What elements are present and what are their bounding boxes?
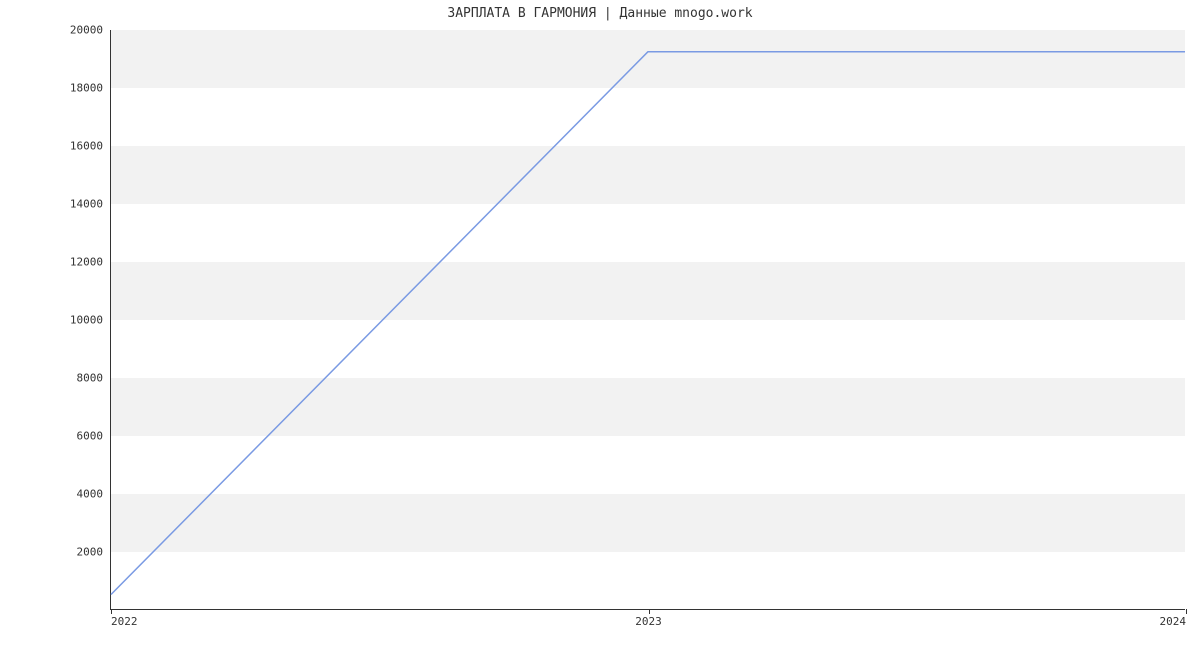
x-tick-mark [1186, 609, 1187, 614]
x-tick-label: 2024 [1160, 615, 1187, 628]
y-tick-label: 14000 [70, 198, 103, 211]
x-tick-label: 2022 [111, 615, 138, 628]
y-tick-label: 6000 [77, 430, 104, 443]
plot-area: 2000400060008000100001200014000160001800… [110, 30, 1185, 610]
x-tick-mark [111, 609, 112, 614]
x-tick-label: 2023 [635, 615, 662, 628]
y-tick-label: 12000 [70, 256, 103, 269]
y-tick-label: 4000 [77, 488, 104, 501]
series-line-salary [111, 52, 1185, 595]
y-tick-label: 2000 [77, 546, 104, 559]
x-tick-mark [649, 609, 650, 614]
y-tick-label: 20000 [70, 24, 103, 37]
line-layer [111, 30, 1185, 609]
y-tick-label: 16000 [70, 140, 103, 153]
salary-chart: ЗАРПЛАТА В ГАРМОНИЯ | Данные mnogo.work … [0, 0, 1200, 650]
y-tick-label: 8000 [77, 372, 104, 385]
y-tick-label: 10000 [70, 314, 103, 327]
chart-title: ЗАРПЛАТА В ГАРМОНИЯ | Данные mnogo.work [0, 6, 1200, 21]
y-tick-label: 18000 [70, 82, 103, 95]
